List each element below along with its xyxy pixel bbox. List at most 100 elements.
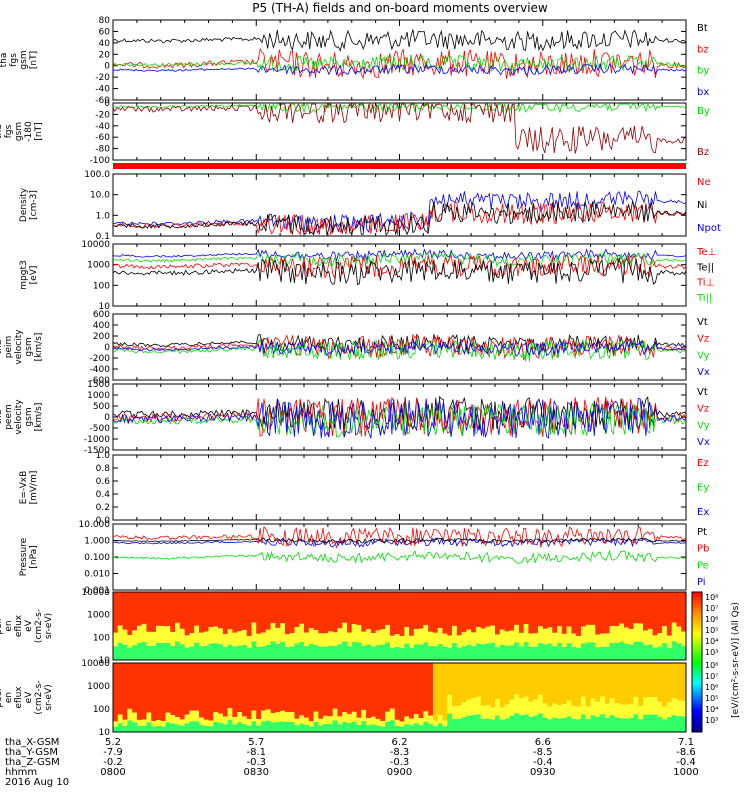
spec-cell — [628, 663, 634, 704]
spec-cell — [256, 633, 262, 647]
xaxis-tick-label: -8.1 — [246, 747, 266, 758]
spec-cell — [270, 712, 276, 723]
spec-cell — [619, 623, 625, 642]
spec-cell — [370, 633, 377, 647]
spec-cell — [385, 711, 391, 722]
spec-cell — [113, 592, 119, 633]
spec-cell — [251, 592, 257, 623]
y-tick-label: 100 — [93, 281, 110, 291]
spec-cell — [366, 629, 372, 645]
spec-cell — [170, 714, 176, 724]
spec-cell — [428, 645, 434, 660]
spec-cell — [218, 663, 224, 714]
legend-Pt: Pt — [697, 527, 707, 538]
spec-cell — [342, 663, 348, 713]
spec-cell — [628, 592, 634, 630]
colorbar-tick: 10⁷ — [705, 604, 718, 613]
spec-cell — [657, 663, 663, 702]
spec-cell — [485, 663, 491, 706]
legend-Pi: Pi — [697, 577, 706, 588]
legend-Vy: Vy — [697, 420, 710, 431]
spec-cell — [552, 663, 558, 704]
spec-cell — [208, 592, 214, 628]
spec-cell — [370, 663, 377, 717]
panel-ylabel: E=-VxB[mV/m] — [19, 471, 39, 505]
ylabel-line: Pressure — [19, 537, 29, 576]
spec-cell — [623, 704, 630, 719]
spec-cell — [165, 663, 171, 713]
spec-cell — [375, 663, 381, 720]
spec-cell — [600, 696, 606, 715]
spec-cell — [452, 625, 458, 643]
spec-cell — [318, 633, 324, 647]
spec-cell — [662, 663, 668, 707]
spec-cell — [146, 712, 152, 723]
spec-cell — [232, 646, 238, 660]
spec-cell — [294, 663, 300, 719]
y-tick-label: 1000 — [87, 682, 110, 692]
y-tick-label: 1.0 — [96, 451, 111, 461]
spec-cell — [165, 626, 171, 644]
spec-cell — [313, 630, 319, 646]
spec-cell — [256, 592, 262, 634]
spec-cell — [175, 622, 181, 642]
spec-cell — [418, 725, 424, 732]
legend-Npot: Npot — [697, 223, 721, 234]
spec-cell — [194, 625, 200, 643]
ylabel-line: gsm — [24, 407, 34, 426]
spec-cell — [327, 645, 334, 660]
spec-cell — [127, 708, 133, 721]
spec-cell — [222, 724, 229, 732]
spec-cell — [361, 645, 367, 660]
y-tick-label: 20 — [99, 50, 111, 60]
spec-cell — [518, 646, 525, 660]
spec-cell — [533, 663, 539, 700]
spec-cell — [198, 646, 205, 660]
spec-cell — [270, 663, 276, 713]
spec-cell — [299, 723, 305, 732]
spec-cell — [366, 718, 372, 726]
panel-ylabel: Density[cm-3] — [19, 187, 39, 222]
spec-cell — [566, 626, 572, 644]
xaxis-tick-label: 7.1 — [678, 737, 694, 748]
y-tick-label: 10.0 — [90, 191, 110, 201]
spec-cell — [179, 719, 186, 726]
legend-Te⊥: Te⊥ — [696, 247, 716, 258]
spec-cell — [662, 592, 668, 627]
spec-cell — [523, 592, 529, 625]
ylabel-line: eV — [24, 619, 34, 632]
spec-cell — [423, 592, 429, 625]
spec-cell — [657, 592, 663, 634]
spec-cell — [198, 632, 205, 647]
series-line — [112, 54, 687, 73]
panel-ylabel: thapeemvelocitygsm[km/s] — [0, 399, 44, 435]
spec-cell — [447, 635, 453, 648]
spec-cell — [523, 642, 529, 660]
spec-cell — [318, 718, 324, 726]
spec-cell — [442, 592, 448, 634]
spec-cell — [580, 663, 587, 697]
spec-cell — [241, 629, 248, 645]
panel-ylabel: Pressure[nPa] — [19, 537, 39, 576]
spec-cell — [246, 663, 252, 720]
spec-cell — [208, 720, 214, 727]
ylabel-line: sr-eV) — [44, 613, 54, 639]
x-axis-group: tha_X-GSM 5.2 5.7 6.2 6.6 7.1 tha_Y-GSM -7.9 -8.… — [5, 737, 699, 788]
spec-cell — [342, 722, 348, 732]
spec-cell — [323, 715, 329, 724]
spec-cell — [327, 716, 334, 725]
spec-cell — [165, 592, 171, 627]
spec-cell — [160, 663, 167, 722]
spec-cell — [151, 631, 157, 646]
ylabel-line: (cm2-s- — [34, 609, 44, 643]
spec-cell — [518, 592, 525, 633]
spec-cell — [475, 663, 482, 697]
legend-Ey: Ey — [697, 483, 709, 494]
ylabel-line: (cm2-s- — [34, 680, 44, 714]
spec-cell — [466, 699, 472, 716]
spec-cell — [623, 643, 630, 660]
spec-cell — [676, 700, 682, 717]
spec-cell — [533, 699, 539, 716]
y-tick-label: 10.000 — [79, 520, 111, 530]
